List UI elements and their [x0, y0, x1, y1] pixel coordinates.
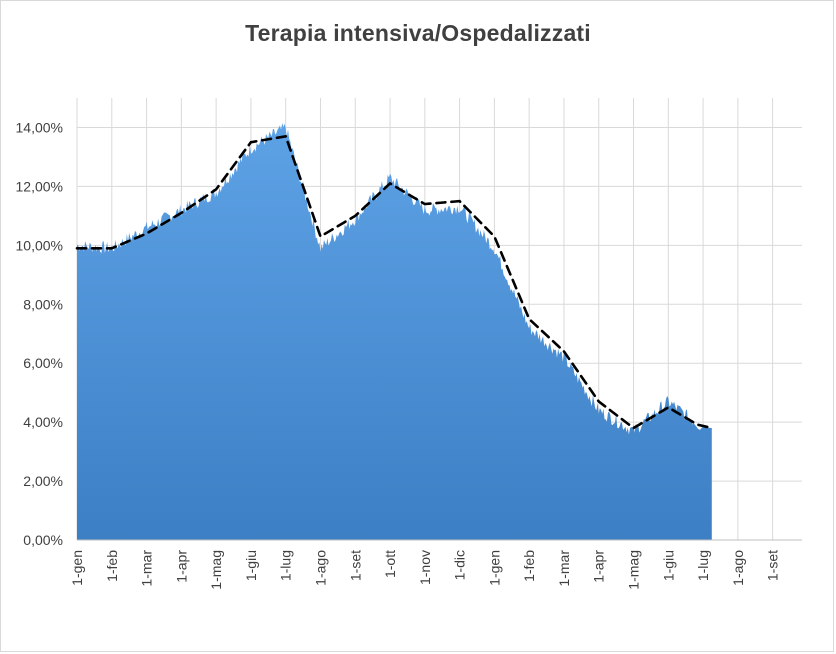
y-tick-label: 12,00%	[16, 178, 63, 194]
x-tick-label: 1-nov	[417, 550, 433, 585]
x-tick-label: 1-feb	[104, 550, 120, 582]
y-tick-label: 2,00%	[23, 473, 63, 489]
chart-title: Terapia intensiva/Ospedalizzati	[245, 20, 591, 46]
x-tick-label: 1-mag	[208, 550, 224, 590]
x-tick-labels: 1-gen 1-feb 1-mar 1-apr 1-mag 1-giu 1-lug 1-ago…	[69, 550, 781, 590]
y-tick-labels: 0,00% 2,00% 4,00% 6,00% 8,00% 10,00% 12,00% 14,…	[16, 119, 63, 548]
moving-average-line	[75, 134, 714, 430]
y-tick-label: 0,00%	[23, 532, 63, 548]
x-tick-label: 1-giu	[660, 550, 676, 581]
x-tick-label: 1-lug	[278, 550, 294, 581]
area-series	[77, 123, 712, 540]
x-tick-label: 1-ago	[730, 550, 746, 586]
x-tick-label: 1-gen	[486, 550, 502, 586]
x-tick-label: 1-gen	[69, 550, 85, 586]
y-tick-label: 4,00%	[23, 414, 63, 430]
y-tick-label: 14,00%	[16, 119, 63, 135]
x-tick-label: 1-ott	[382, 550, 398, 578]
y-tick-label: 10,00%	[16, 237, 63, 253]
moving-average-series	[75, 134, 714, 430]
area-mark	[77, 123, 712, 540]
x-tick-label: 1-mag	[626, 550, 642, 590]
x-tick-label: 1-set	[765, 550, 781, 581]
x-tick-label: 1-ago	[312, 550, 328, 586]
x-tick-label: 1-apr	[591, 550, 607, 583]
x-tick-label: 1-lug	[695, 550, 711, 581]
x-tick-label: 1-mar	[139, 550, 155, 587]
x-tick-label: 1-mar	[556, 550, 572, 587]
y-tick-label: 8,00%	[23, 296, 63, 312]
x-tick-label: 1-dic	[452, 550, 468, 580]
x-tick-label: 1-feb	[521, 550, 537, 582]
x-tick-label: 1-set	[347, 550, 363, 581]
y-tick-label: 6,00%	[23, 355, 63, 371]
x-tick-label: 1-giu	[243, 550, 259, 581]
x-tick-label: 1-apr	[173, 550, 189, 583]
